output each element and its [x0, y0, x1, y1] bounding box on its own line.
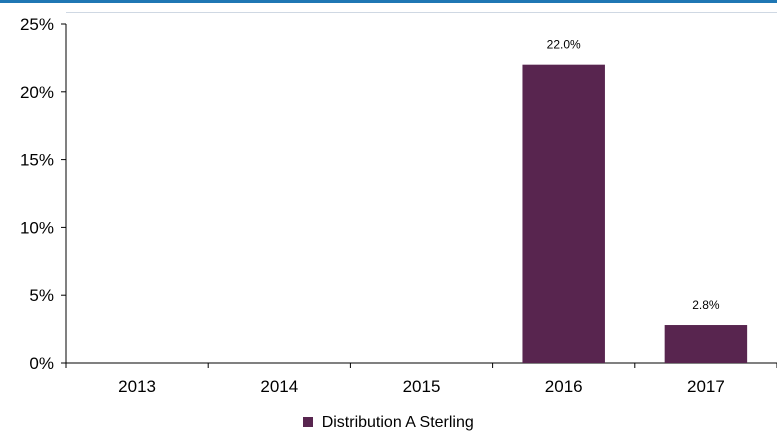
x-tick-label: 2017	[687, 377, 725, 396]
bar-2017	[664, 325, 748, 363]
x-tick-label: 2013	[118, 377, 156, 396]
x-tick-label: 2016	[545, 377, 583, 396]
labels: 22.0% 2.8%	[547, 38, 720, 312]
y-tick-label: 15%	[20, 151, 54, 170]
top-rule-secondary	[66, 12, 777, 13]
y-tick-label: 0%	[29, 354, 54, 373]
top-rule	[0, 0, 777, 3]
x-tick-label: 2014	[260, 377, 298, 396]
legend-swatch	[303, 417, 314, 427]
y-tick-label: 10%	[20, 218, 54, 237]
bar-chart: 0% 5% 10% 15% 20% 25% 2013 2014 2015 2016 2017 22.…	[20, 15, 777, 396]
y-tick-label: 5%	[29, 286, 54, 305]
y-tick-label: 20%	[20, 83, 54, 102]
y-tick-label: 25%	[20, 15, 54, 34]
axes: 0% 5% 10% 15% 20% 25% 2013 2014 2015 2016 2017	[20, 15, 777, 396]
bar-2016	[522, 64, 605, 364]
bars	[522, 64, 748, 364]
data-label-2017: 2.8%	[692, 298, 720, 312]
legend: Distribution A Sterling	[0, 414, 777, 432]
legend-label: Distribution A Sterling	[321, 414, 474, 431]
data-label-2016: 22.0%	[547, 38, 581, 52]
x-tick-label: 2015	[403, 377, 441, 396]
